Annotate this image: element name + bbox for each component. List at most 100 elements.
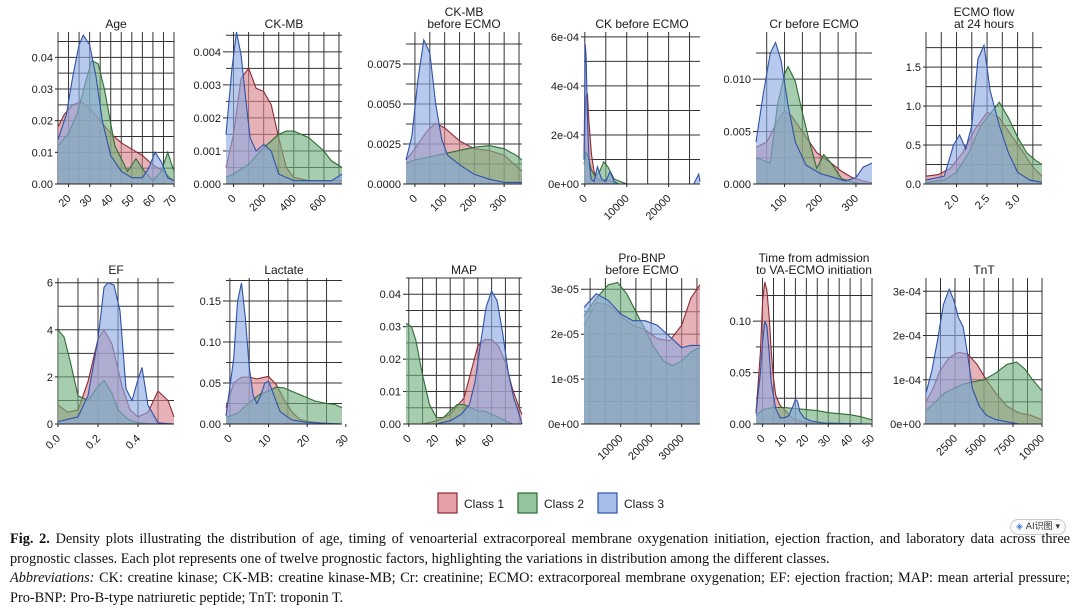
area-tnt-class-3 (926, 289, 1042, 424)
area-ecmo-flow-at-24-hours-class-3 (926, 45, 1042, 184)
x-tick-label: 0 (755, 433, 768, 446)
abbreviations-text: CK: creatine kinase; CK-MB: creatine kin… (10, 570, 1070, 606)
panel-lactate: 0.00 0.05 0.10 0.15 0 10 20 30 Lactate (200, 263, 351, 450)
area-ck-mb-before-ecmo-class-3 (406, 40, 522, 184)
legend-label-class-2: Class 2 (544, 497, 584, 511)
x-tick-label: 200 (458, 193, 479, 214)
y-tick-label: 0.005 (723, 127, 751, 139)
panel-title: Lactate (264, 263, 304, 277)
y-tick-label: 0.0075 (367, 59, 401, 71)
x-tick-label: 0 (226, 193, 239, 206)
x-tick-label: 10000 (602, 193, 632, 223)
y-tick-label: 0.05 (200, 378, 221, 390)
panel-ck-before-ecmo: 0e+00 2e-04 4e-04 6e-04 0 10000 20000 CK before… (548, 17, 701, 223)
x-tick-label: 10 (772, 433, 789, 450)
curve-lactate-class-3 (225, 282, 343, 425)
y-tick-label: 0.01 (32, 147, 53, 159)
x-tick-label: 20000 (626, 433, 656, 463)
y-tick-label: 0.010 (723, 74, 751, 86)
y-tick-label: 4e-04 (551, 81, 579, 93)
panel-ecmo-flow-at-24-hours: 0.0 0.5 1.0 1.5 2.0 2.5 3.0 ECMO flow at 24 hour… (906, 5, 1043, 212)
panel-pro-bnp-before-ecmo: 0e+00 1e-05 2e-05 3e-05 10000 20000 30000 Pro-B… (548, 251, 701, 463)
panel-title-line: at 24 hours (954, 17, 1014, 31)
legend-label-class-1: Class 1 (464, 497, 504, 511)
y-tick-label: 0.003 (193, 80, 221, 92)
y-tick-label: 1e-05 (551, 374, 579, 386)
y-tick-label: 6e-04 (551, 32, 579, 44)
y-tick-label: 0.02 (380, 354, 401, 366)
x-tick-label: 30 (334, 433, 351, 450)
x-tick-label: 40 (838, 433, 855, 450)
x-tick-label: 5000 (963, 433, 989, 459)
y-tick-label: 0.001 (193, 146, 221, 158)
x-tick-label: 0 (407, 193, 420, 206)
x-tick-label: 100 (428, 193, 449, 214)
x-tick-label: 20 (794, 433, 811, 450)
ai-recognize-badge[interactable]: ◈ AI识图 ▾ (1010, 519, 1066, 535)
x-tick-label: 2.0 (942, 193, 961, 212)
panel-title-line: Age (105, 17, 127, 31)
y-tick-label: 1.0 (906, 101, 921, 113)
panel-title: CK-MB before ECMO (427, 5, 500, 31)
x-tick-label: 10000 (596, 433, 626, 463)
x-tick-label: 30 (816, 433, 833, 450)
x-tick-label: 0 (222, 433, 235, 446)
y-tick-label: 1.5 (906, 62, 921, 74)
x-tick-label: 60 (141, 193, 158, 210)
abbreviations-label: Abbreviations: (10, 570, 95, 586)
y-tick-label: 0e+00 (890, 419, 921, 431)
panel-title-line: CK-MB (445, 5, 484, 19)
x-tick-label: 400 (277, 193, 298, 214)
legend-swatch-class-2 (517, 492, 538, 514)
x-tick-label: 50 (860, 433, 877, 450)
panel-title-line: Pro-BNP (618, 251, 665, 265)
panel-title-line: EF (108, 263, 123, 277)
y-tick-label: 0.03 (380, 322, 401, 334)
grid-time-from-admission-to-va-ecmo-initiation (756, 278, 873, 425)
x-tick-label: 0.2 (84, 433, 103, 452)
area-pro-bnp-before-ecmo-class-3 (584, 293, 700, 424)
y-tick-label: 0.0 (906, 179, 921, 191)
y-tick-label: 0.5 (906, 140, 921, 152)
y-tick-label: 0.03 (32, 84, 53, 96)
panel-title: ECMO flow at 24 hours (954, 5, 1015, 31)
y-tick-label: 0.10 (200, 337, 221, 349)
curve-ck-mb-before-ecmo-class-3 (405, 38, 522, 183)
curve-ck-mb-class-3 (225, 31, 343, 182)
x-tick-label: 50 (120, 193, 137, 210)
panel-title: Pro-BNP before ECMO (605, 251, 678, 277)
x-tick-label: 0.4 (124, 433, 143, 452)
figure-caption: Fig. 2. Density plots illustrating the d… (10, 530, 1070, 608)
y-tick-label: 0.000 (723, 179, 751, 191)
y-tick-label: 0.00 (380, 419, 401, 431)
y-tick-label: 0.00 (32, 179, 53, 191)
x-tick-label: 60 (480, 433, 497, 450)
abbreviations-paragraph: Abbreviations: CK: creatine kinase; CK-M… (10, 569, 1070, 608)
x-tick-label: 20 (57, 193, 74, 210)
x-tick-label: 0 (401, 433, 414, 446)
y-tick-label: 0e+00 (548, 179, 579, 191)
y-tick-label: 0.00 (200, 419, 221, 431)
panel-title: CK-MB (265, 17, 304, 31)
y-tick-label: 2 (47, 372, 53, 384)
panel-title: MAP (451, 263, 477, 277)
caption-paragraph: Fig. 2. Density plots illustrating the d… (10, 530, 1070, 569)
curve-ef-class-3 (57, 282, 175, 425)
y-tick-label: 2e-04 (893, 331, 921, 343)
area-ck-mb-class-3 (226, 32, 342, 184)
x-tick-label: 300 (840, 193, 861, 214)
x-tick-label: 300 (488, 193, 509, 214)
grid-ck-before-ecmo (584, 32, 700, 185)
panel-ef: 0 2 4 6 0.0 0.2 0.4 EF (44, 263, 175, 452)
y-tick-label: 0.00 (730, 419, 751, 431)
x-tick-label: 30000 (657, 433, 687, 463)
ai-badge-label: AI识图 (1025, 522, 1053, 532)
y-tick-label: 1e-04 (893, 375, 921, 387)
legend-label-class-3: Class 3 (624, 497, 664, 511)
curve-age-class-3 (57, 34, 175, 182)
x-tick-label: 40 (99, 193, 116, 210)
x-tick-label: 20000 (644, 193, 674, 223)
x-tick-label: 20 (295, 433, 312, 450)
area-age-class-3 (58, 35, 174, 185)
